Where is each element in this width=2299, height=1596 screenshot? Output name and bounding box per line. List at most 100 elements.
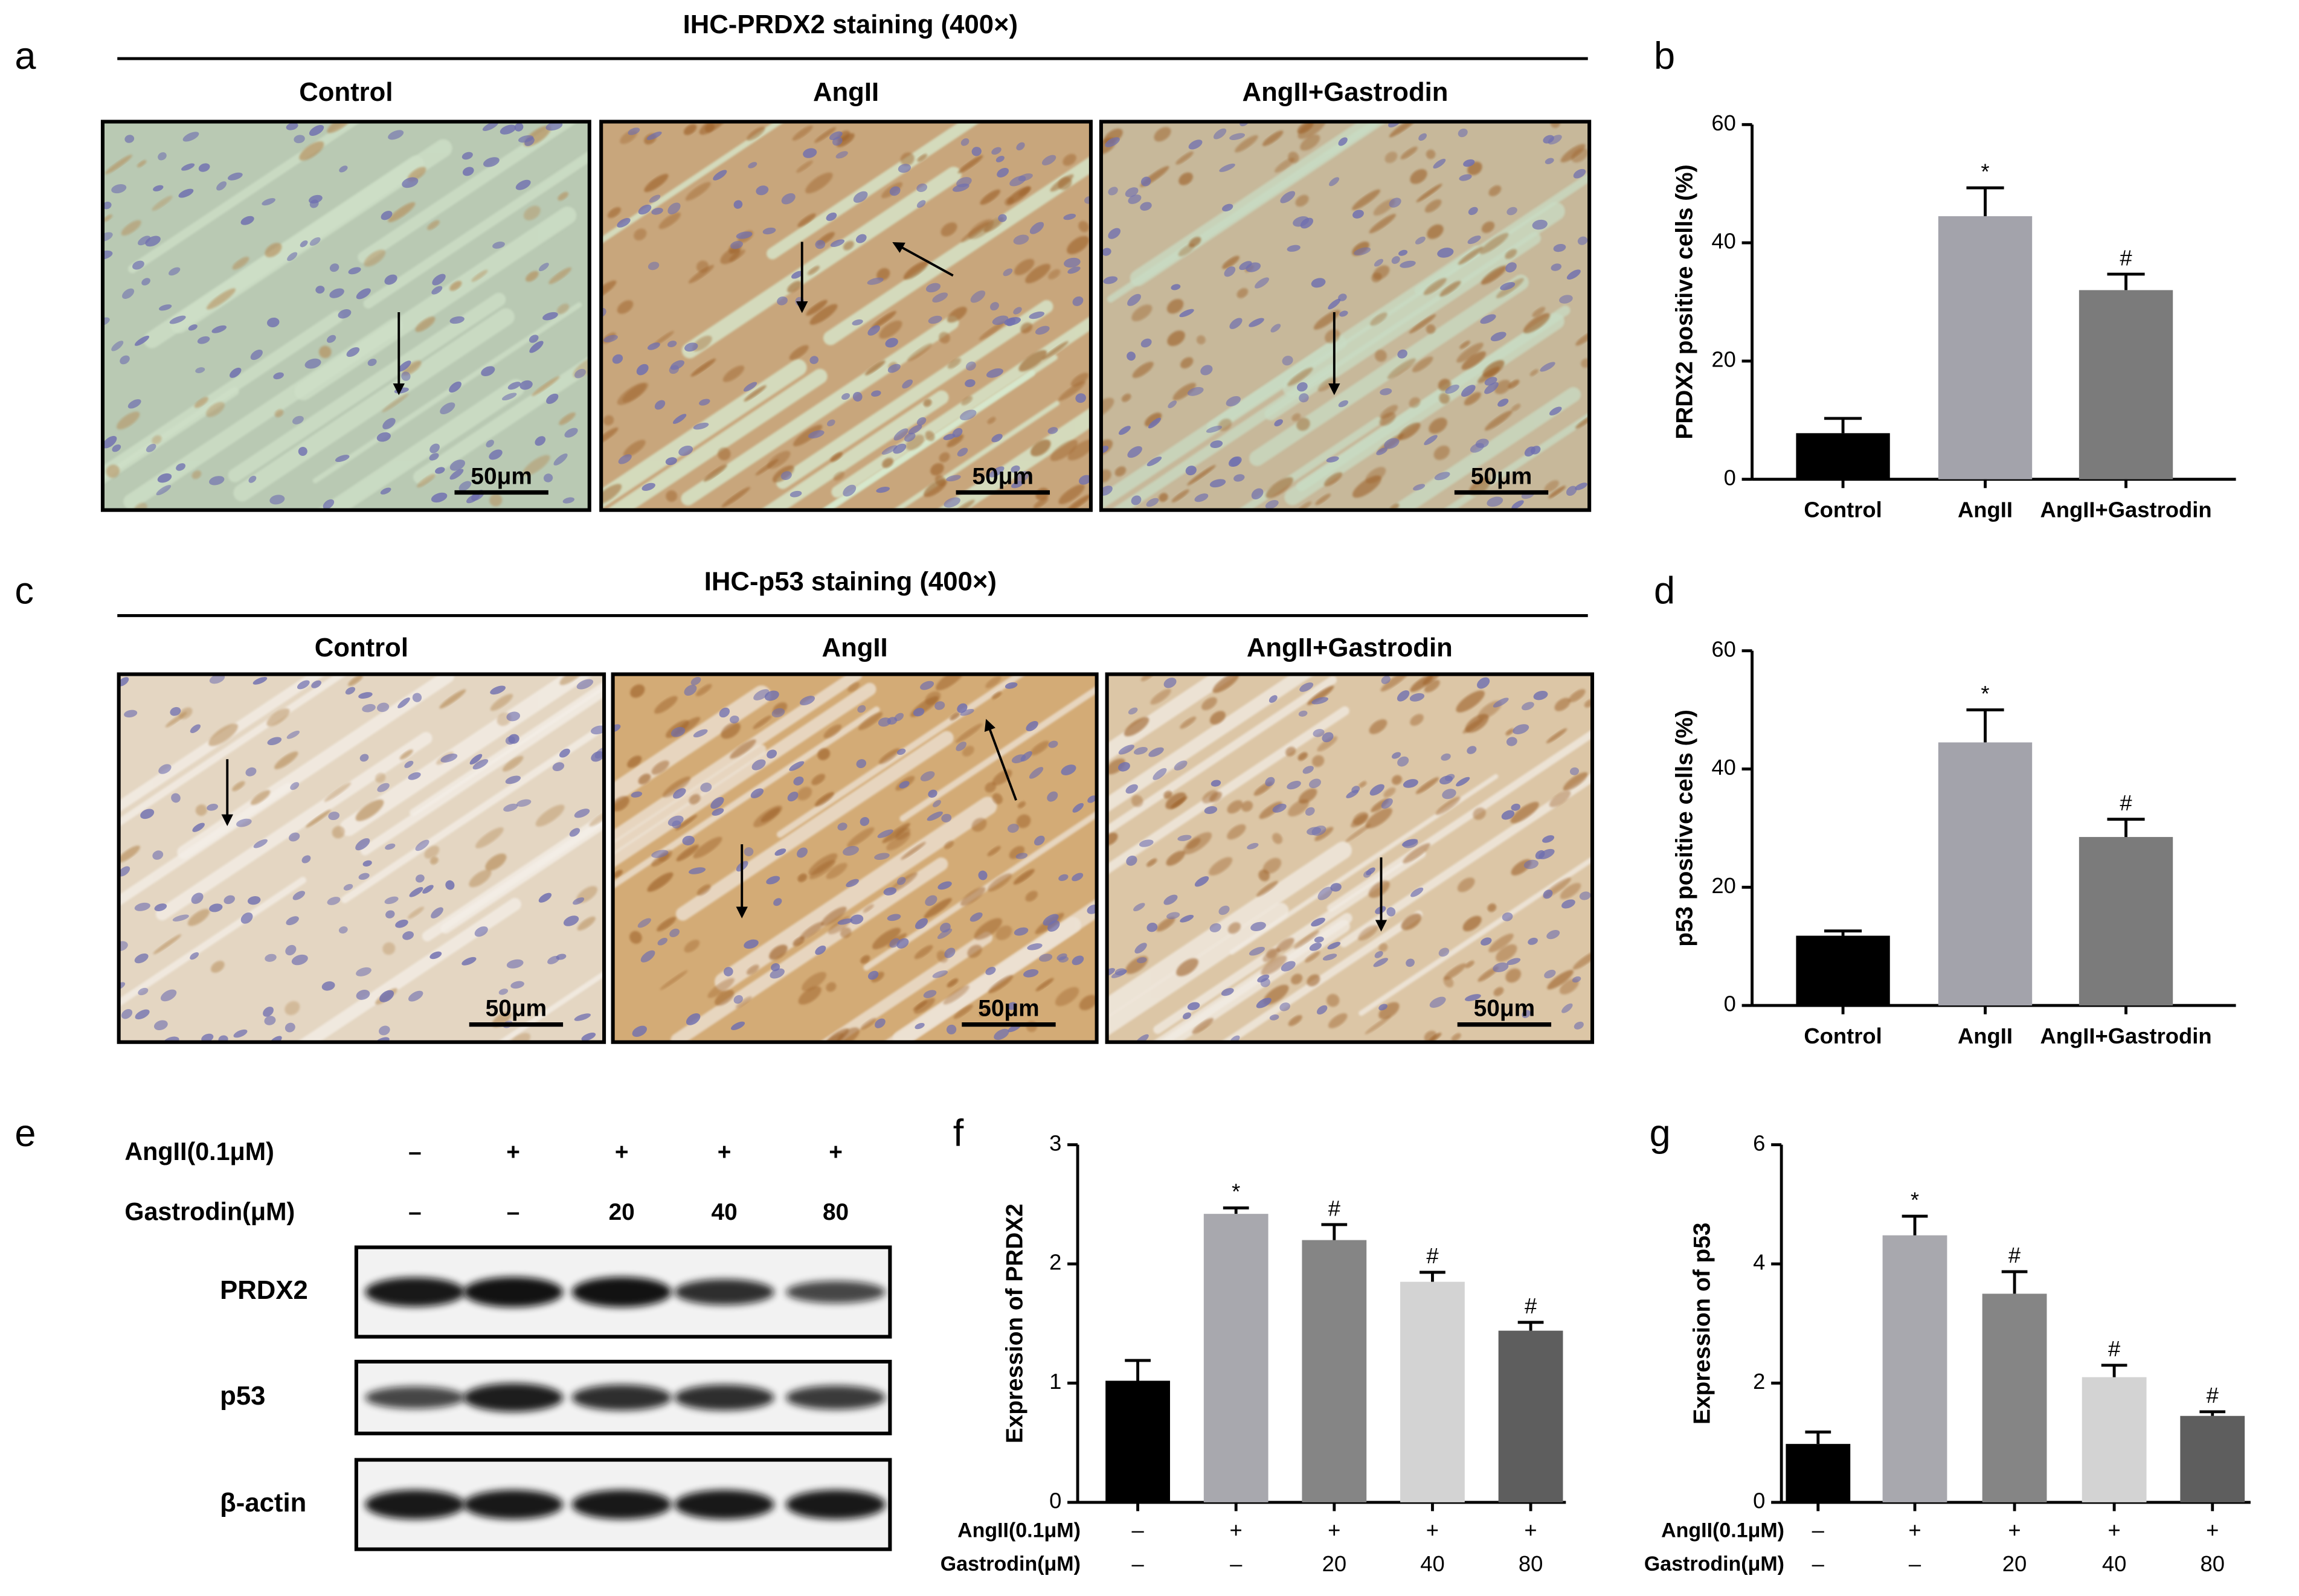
stain <box>1400 146 1418 159</box>
stain <box>1212 674 1240 693</box>
stain <box>187 909 210 926</box>
error-bar <box>1223 1206 1249 1214</box>
nucleus <box>132 260 144 270</box>
nucleus <box>877 829 893 838</box>
nucleus <box>960 409 977 420</box>
stain <box>1058 484 1085 504</box>
stain <box>924 898 952 918</box>
nucleus <box>1309 943 1322 951</box>
stain <box>1131 795 1143 807</box>
nucleus <box>1497 399 1509 407</box>
nucleus <box>638 204 652 215</box>
stain <box>962 746 974 757</box>
nucleus <box>1127 446 1142 458</box>
nucleus <box>1380 388 1392 396</box>
nucleus <box>693 422 709 430</box>
nucleus <box>1210 440 1223 449</box>
nucleus <box>1330 883 1342 892</box>
nucleus <box>1246 262 1261 272</box>
stain <box>1262 130 1284 146</box>
nucleus <box>207 804 218 811</box>
nucleus <box>376 432 391 442</box>
nucleus <box>956 742 967 751</box>
stain <box>364 249 386 267</box>
treatment-mark: + <box>829 1139 843 1165</box>
nucleus <box>1269 1014 1279 1021</box>
stain <box>627 755 642 768</box>
nucleus <box>563 915 579 926</box>
nucleus <box>346 347 360 357</box>
micrograph <box>1101 121 1590 510</box>
nucleus <box>380 487 391 495</box>
nucleus <box>1502 912 1513 921</box>
stain <box>658 212 681 229</box>
stain <box>232 781 245 792</box>
nucleus <box>670 360 685 370</box>
nucleus <box>1270 324 1281 333</box>
x-row-mark: – <box>1812 1551 1825 1576</box>
stain <box>730 739 756 759</box>
nucleus <box>1406 958 1415 967</box>
nucleus <box>1511 803 1520 811</box>
nucleus <box>529 335 539 343</box>
fiber-gap <box>831 315 1091 498</box>
stain <box>660 970 688 990</box>
nucleus <box>1111 969 1127 978</box>
stain <box>1424 679 1440 693</box>
treatment-mark: + <box>718 1139 731 1165</box>
stain <box>957 155 983 174</box>
nucleus <box>651 208 663 215</box>
nucleus <box>1006 318 1016 327</box>
stain <box>206 288 236 310</box>
stain <box>1494 379 1511 394</box>
x-row-mark: + <box>1524 1517 1537 1542</box>
nucleus <box>429 443 440 453</box>
stain <box>914 998 935 1014</box>
nucleus <box>871 390 881 397</box>
nucleus <box>309 237 321 246</box>
stain <box>806 300 828 316</box>
stain <box>439 689 466 709</box>
fiber-gap <box>228 292 506 482</box>
nucleus <box>1072 955 1084 966</box>
stain <box>871 311 896 329</box>
nucleus <box>209 476 225 486</box>
nucleus <box>1251 488 1264 500</box>
nucleus <box>1299 682 1314 692</box>
nucleus <box>1125 784 1138 794</box>
stain <box>1035 978 1054 992</box>
nucleus <box>1136 957 1147 964</box>
nucleus <box>846 879 859 888</box>
nucleus <box>1135 1034 1149 1042</box>
fiber-gap <box>297 898 521 1042</box>
stain <box>662 777 691 798</box>
significance: # <box>2108 1336 2121 1361</box>
nucleus <box>1213 128 1227 139</box>
nucleus <box>1072 296 1084 306</box>
stain <box>191 470 202 479</box>
nucleus <box>965 361 976 371</box>
stain <box>1375 350 1387 362</box>
scale-bar-label: 50μm <box>1471 464 1532 490</box>
band <box>463 1383 564 1412</box>
nucleus <box>490 685 506 695</box>
nucleus <box>915 1022 925 1030</box>
nucleus <box>112 444 121 452</box>
nucleus <box>1126 855 1137 866</box>
nucleus <box>240 912 253 924</box>
stain <box>1458 246 1484 265</box>
bar <box>1786 1444 1851 1502</box>
fiber-gap <box>1130 121 1387 286</box>
fiber-gap <box>413 356 590 484</box>
ihc-title: IHC-p53 staining (400×) <box>704 567 997 597</box>
stain <box>940 222 957 237</box>
stain <box>1546 728 1567 743</box>
stain <box>1275 158 1295 173</box>
nucleus <box>415 839 429 851</box>
nucleus <box>298 447 307 456</box>
stain <box>811 774 826 786</box>
fiber-gap <box>118 674 327 813</box>
fiber-gap <box>440 816 605 934</box>
stain <box>1345 824 1371 842</box>
